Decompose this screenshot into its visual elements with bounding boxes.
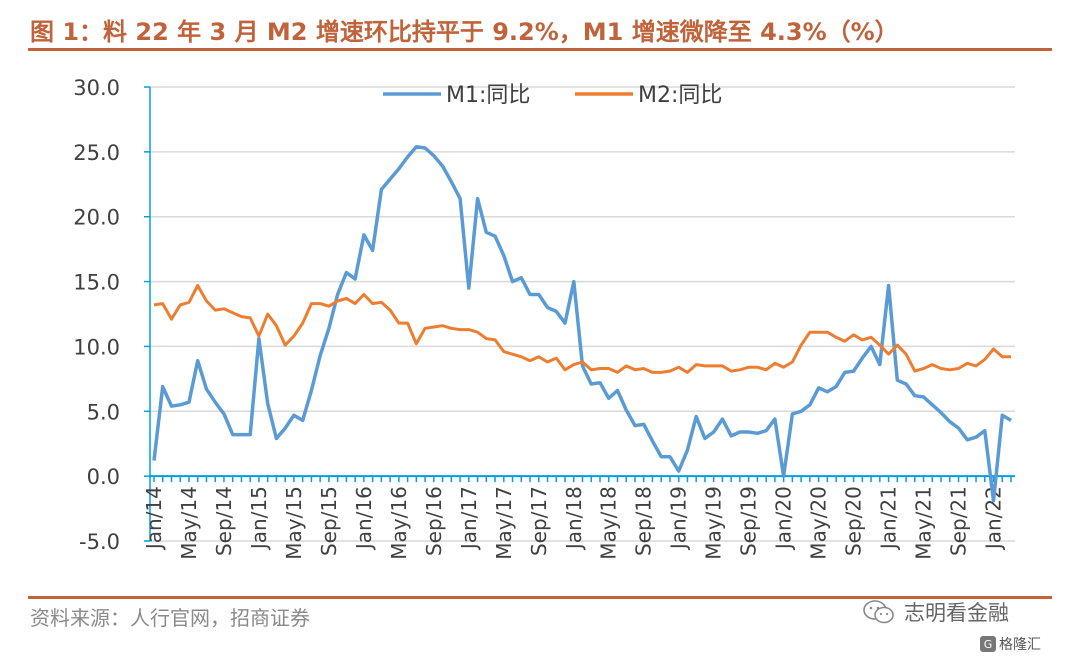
x-tick-label: Jan/21 bbox=[877, 486, 901, 551]
wechat-icon bbox=[863, 600, 894, 624]
x-tick-label: Sep/18 bbox=[632, 486, 656, 556]
x-tick-label: Sep/21 bbox=[947, 486, 971, 556]
y-tick-label: 5.0 bbox=[87, 400, 120, 424]
x-tick-label: May/16 bbox=[387, 486, 411, 560]
y-tick-label: 10.0 bbox=[73, 335, 120, 359]
legend-label: M1:同比 bbox=[446, 83, 530, 108]
x-tick-label: Sep/16 bbox=[422, 486, 446, 556]
x-tick-label: Jan/16 bbox=[352, 486, 376, 551]
y-tick-label: 15.0 bbox=[73, 271, 120, 295]
x-tick-label: Sep/19 bbox=[737, 486, 761, 556]
y-tick-label: 25.0 bbox=[73, 141, 120, 165]
watermark: 志明看金融 bbox=[862, 597, 1009, 627]
x-tick-label: Jan/18 bbox=[562, 486, 586, 551]
x-tick-label: Sep/14 bbox=[212, 486, 236, 556]
x-tick-label: May/18 bbox=[597, 486, 621, 560]
source-note: 资料来源：人行官网，招商证券 bbox=[30, 606, 310, 630]
x-tick-label: Jan/19 bbox=[667, 486, 691, 551]
x-tick-label: Jan/15 bbox=[247, 486, 271, 551]
series-lines bbox=[152, 144, 1012, 503]
figure-title: 图 1：料 22 年 3 月 M2 增速环比持平于 9.2%，M1 增速微降至 … bbox=[30, 18, 899, 46]
legend-label: M2:同比 bbox=[638, 83, 722, 108]
y-tick-label: 30.0 bbox=[73, 76, 120, 100]
x-tick-label: Jan/20 bbox=[772, 486, 796, 551]
x-tick-label: May/21 bbox=[912, 486, 936, 560]
x-tick-label: May/14 bbox=[177, 486, 201, 560]
brand-text: 格隆汇 bbox=[999, 637, 1041, 653]
series-line bbox=[152, 144, 1012, 503]
x-tick-label: May/17 bbox=[492, 486, 516, 560]
brand-mark: G 格隆汇 bbox=[980, 634, 1041, 654]
x-tick-label: Sep/17 bbox=[527, 486, 551, 556]
series-line bbox=[153, 284, 1011, 374]
y-tick-labels: 30.0 25.0 20.0 15.0 10.0 5.0 0.0 -5.0 bbox=[73, 76, 120, 554]
x-tick-label: May/20 bbox=[807, 486, 831, 560]
title-rule bbox=[28, 48, 1052, 51]
axes bbox=[144, 86, 1015, 542]
gelonghui-logo-icon: G bbox=[980, 636, 996, 652]
legend: M1:同比 M2:同比 bbox=[383, 83, 722, 108]
x-tick-label: May/19 bbox=[702, 486, 726, 560]
x-tick-label: Sep/15 bbox=[317, 486, 341, 556]
y-tick-label: -5.0 bbox=[79, 530, 120, 554]
y-tick-label: 20.0 bbox=[73, 206, 120, 230]
x-tick-labels: Jan/14 May/14 Sep/14 Jan/15 May/15 Sep/15 Jan/… bbox=[142, 486, 1006, 560]
gridlines bbox=[150, 86, 1015, 542]
x-tick-label: Sep/20 bbox=[842, 486, 866, 556]
x-tick-label: Jan/14 bbox=[142, 486, 166, 551]
line-chart: 30.0 25.0 20.0 15.0 10.0 5.0 0.0 -5.0 Jan/14 May… bbox=[73, 76, 1015, 560]
x-tick-label: Jan/17 bbox=[457, 486, 481, 551]
watermark-text: 志明看金融 bbox=[904, 601, 1009, 625]
x-tick-label: May/15 bbox=[282, 486, 306, 560]
y-tick-label: 0.0 bbox=[87, 465, 120, 489]
footer-rule bbox=[28, 596, 1052, 599]
